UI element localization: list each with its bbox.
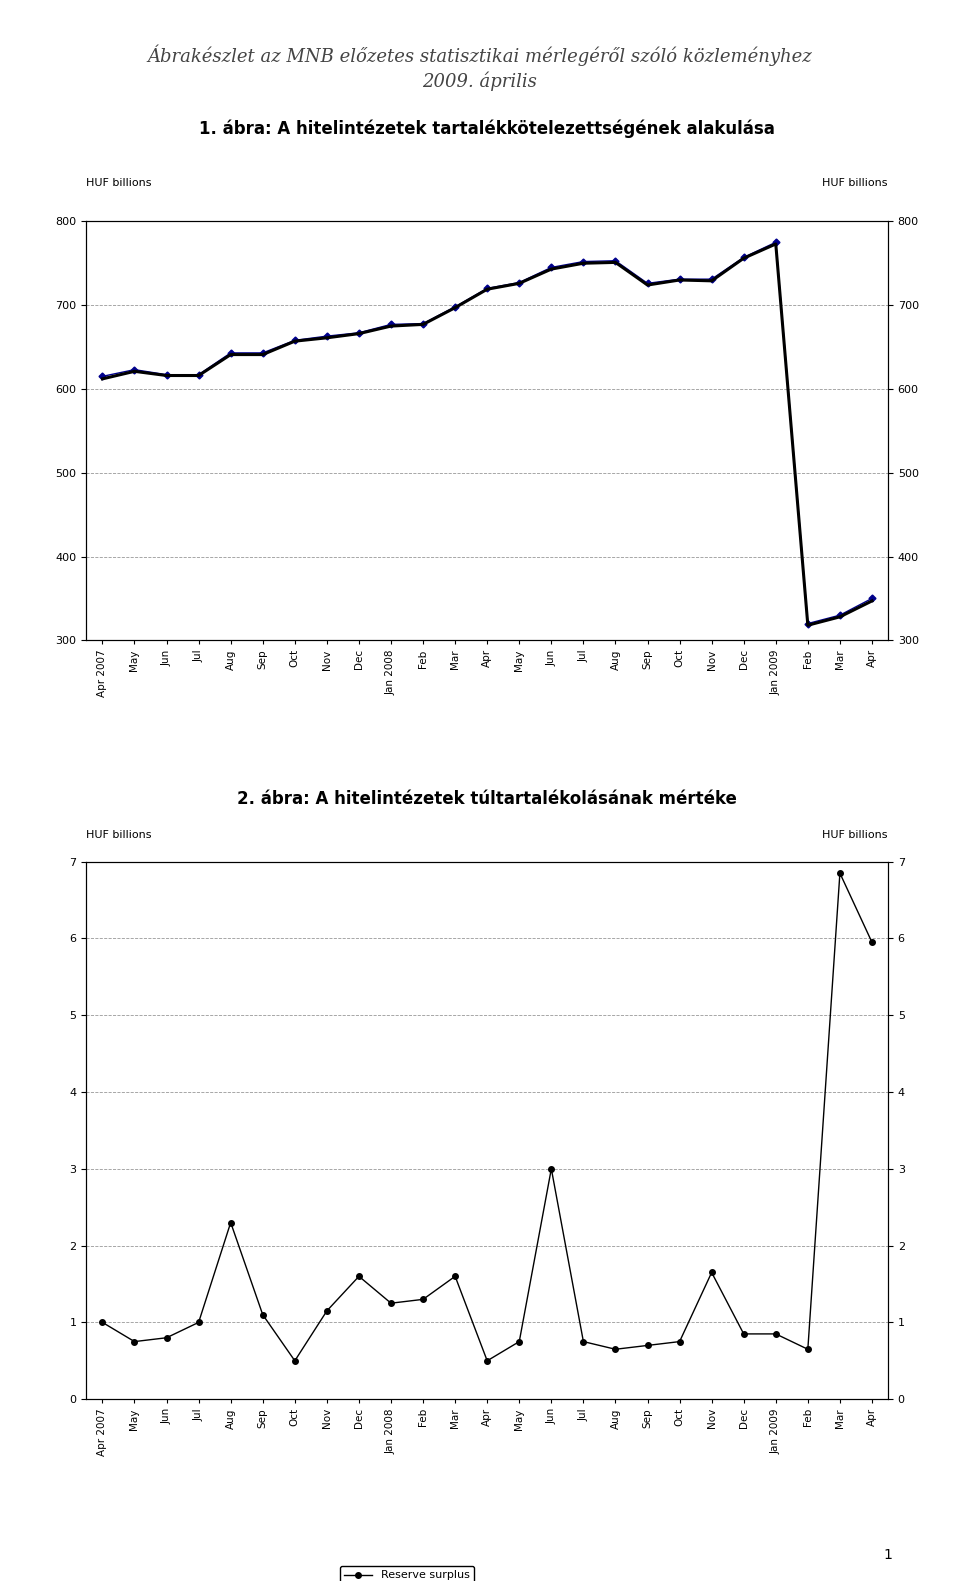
Legend: Reserve surplus: Reserve surplus [340, 1567, 474, 1581]
Legend: Reserve requirements of credit institutions, Monthly average of current account : Reserve requirements of credit instituti… [200, 898, 614, 931]
Text: 2009. április: 2009. április [422, 71, 538, 90]
Text: 1: 1 [884, 1548, 893, 1562]
Text: 1. ábra: A hitelintézetek tartalékkötelezettségének alakulása: 1. ábra: A hitelintézetek tartalékkötele… [200, 119, 775, 138]
Text: HUF billions: HUF billions [823, 830, 888, 840]
Text: HUF billions: HUF billions [823, 177, 888, 188]
Text: HUF billions: HUF billions [86, 830, 152, 840]
Text: 2. ábra: A hitelintézetek túltartalékolásának mértéke: 2. ábra: A hitelintézetek túltartalékolá… [237, 790, 737, 808]
Text: HUF billions: HUF billions [86, 177, 152, 188]
Text: Ábrakészlet az MNB előzetes statisztikai mérlegéről szóló közleményhez: Ábrakészlet az MNB előzetes statisztikai… [148, 44, 812, 66]
